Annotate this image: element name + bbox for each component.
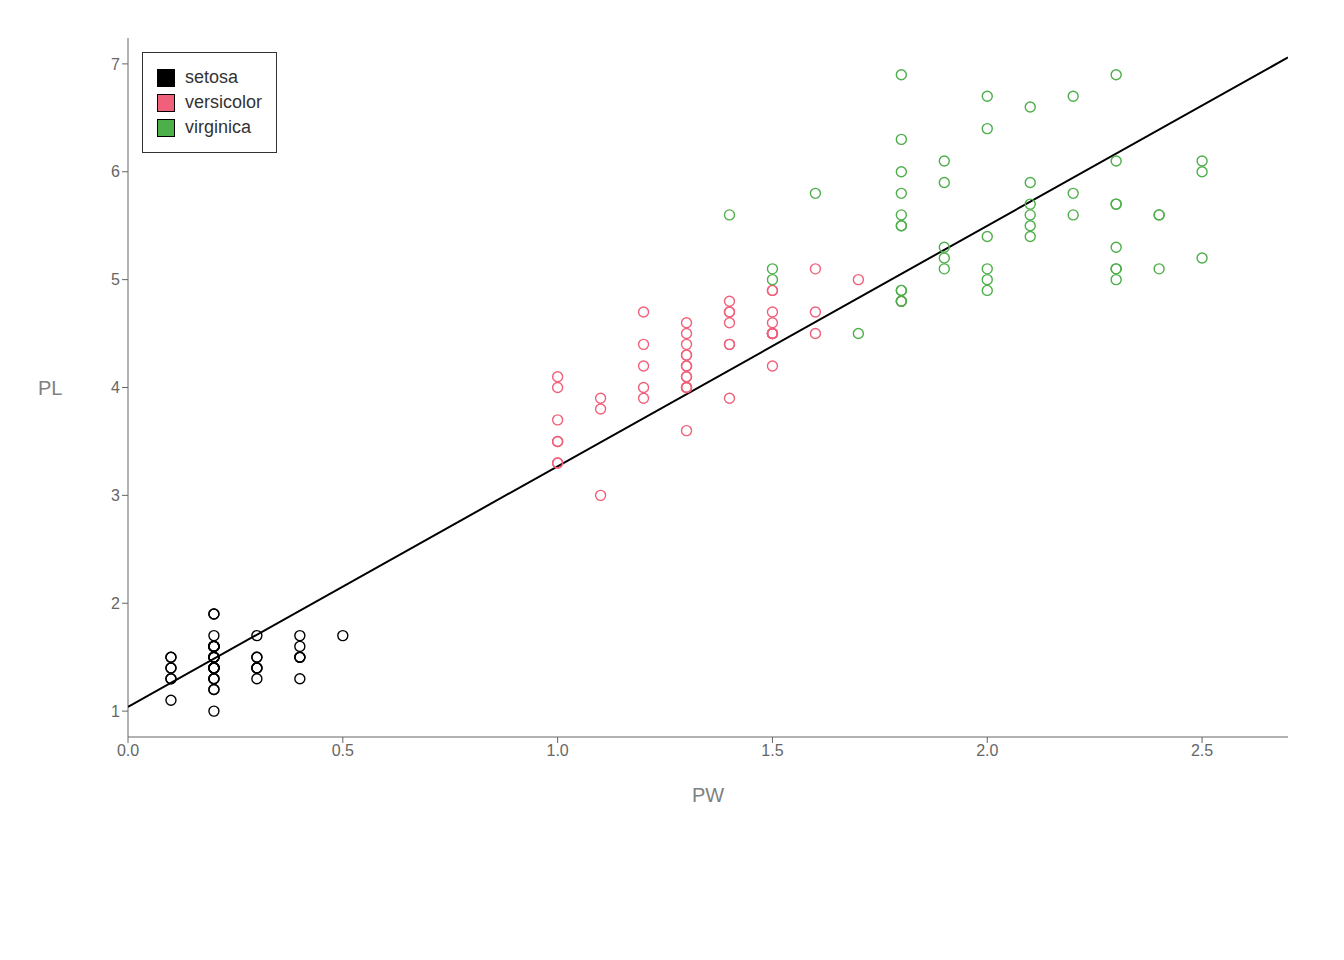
html-text:virginica: virginica: [185, 117, 251, 137]
svg-text:5: 5: [111, 271, 120, 288]
svg-text:2.5: 2.5: [1191, 742, 1213, 759]
svg-text:2.0: 2.0: [976, 742, 998, 759]
svg-text:2: 2: [111, 595, 120, 612]
svg-text:0.0: 0.0: [117, 742, 139, 759]
svg-text:1: 1: [111, 703, 120, 720]
svg-text:0.5: 0.5: [332, 742, 354, 759]
svg-text:3: 3: [111, 487, 120, 504]
svg-text:7: 7: [111, 56, 120, 73]
svg-text:1.5: 1.5: [761, 742, 783, 759]
html-text:versicolor: versicolor: [185, 92, 262, 112]
svg-text:4: 4: [111, 379, 120, 396]
svg-text:PW: PW: [692, 784, 724, 806]
svg-text:PL: PL: [38, 377, 62, 399]
svg-text:1.0: 1.0: [547, 742, 569, 759]
html-text:setosa: setosa: [185, 67, 238, 87]
svg-text:6: 6: [111, 163, 120, 180]
